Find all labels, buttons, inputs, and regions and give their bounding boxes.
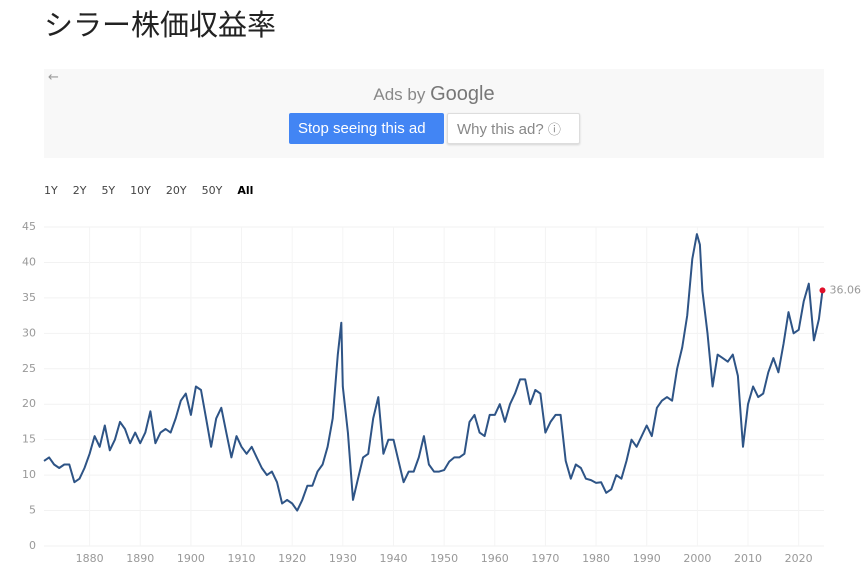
- y-tick-label: 35: [22, 291, 36, 304]
- y-tick-label: 40: [22, 255, 36, 268]
- x-tick-label: 2020: [785, 552, 813, 565]
- info-icon: ⓘ: [547, 122, 561, 137]
- y-tick-label: 0: [29, 539, 36, 552]
- why-ad-button[interactable]: Why this ad? ⓘ: [447, 113, 580, 144]
- y-tick-label: 5: [29, 504, 36, 517]
- range-button[interactable]: 5Y: [101, 184, 116, 197]
- y-tick-label: 45: [22, 220, 36, 233]
- x-tick-label: 2000: [683, 552, 711, 565]
- x-tick-label: 1990: [633, 552, 661, 565]
- x-tick-label: 1960: [481, 552, 509, 565]
- x-tick-label: 2010: [734, 552, 762, 565]
- chart: 0 5 10 15 20 25 30 35 40 45 1880 1890 1900 1910 1920 19…: [22, 220, 861, 565]
- x-tick-label: 1920: [278, 552, 306, 565]
- end-marker: [819, 287, 826, 294]
- y-tick-label: 15: [22, 433, 36, 446]
- range-button[interactable]: 1Y: [44, 184, 58, 197]
- y-tick-label: 20: [22, 397, 36, 410]
- range-button[interactable]: 10Y: [130, 184, 151, 197]
- y-tick-label: 25: [22, 362, 36, 375]
- x-tick-label: 1880: [76, 552, 104, 565]
- page-title: シラー株価収益率: [44, 8, 277, 42]
- x-tick-label: 1930: [329, 552, 357, 565]
- x-tick-label: 1950: [430, 552, 458, 565]
- y-tick-label: 30: [22, 326, 36, 339]
- ads-by: Ads by Google: [44, 83, 824, 106]
- range-button[interactable]: 20Y: [165, 184, 187, 197]
- range-button[interactable]: 2Y: [72, 184, 87, 197]
- ads-by-text: Ads by: [373, 85, 426, 104]
- stop-ad-button[interactable]: Stop seeing this ad: [289, 113, 444, 144]
- range-button[interactable]: 50Y: [201, 184, 223, 197]
- x-tick-label: 1940: [379, 552, 407, 565]
- y-tick-label: 10: [22, 468, 36, 481]
- ad-box: ← Ads by Google Stop seeing this ad Why …: [44, 69, 824, 158]
- x-tick-label: 1970: [531, 552, 559, 565]
- value-label: 36.06: [829, 283, 861, 296]
- range-selector: 1Y 2Y 5Y 10Y 20Y 50Y All: [44, 184, 268, 197]
- back-arrow[interactable]: ←: [48, 70, 59, 85]
- ads-brand: Google: [430, 83, 495, 105]
- x-tick-label: 1910: [228, 552, 256, 565]
- data-line: [43, 233, 824, 512]
- range-button[interactable]: All: [237, 184, 254, 197]
- x-tick-label: 1900: [177, 552, 205, 565]
- x-tick-label: 1890: [126, 552, 154, 565]
- why-ad-text: Why this ad?: [457, 121, 544, 138]
- x-tick-label: 1980: [582, 552, 610, 565]
